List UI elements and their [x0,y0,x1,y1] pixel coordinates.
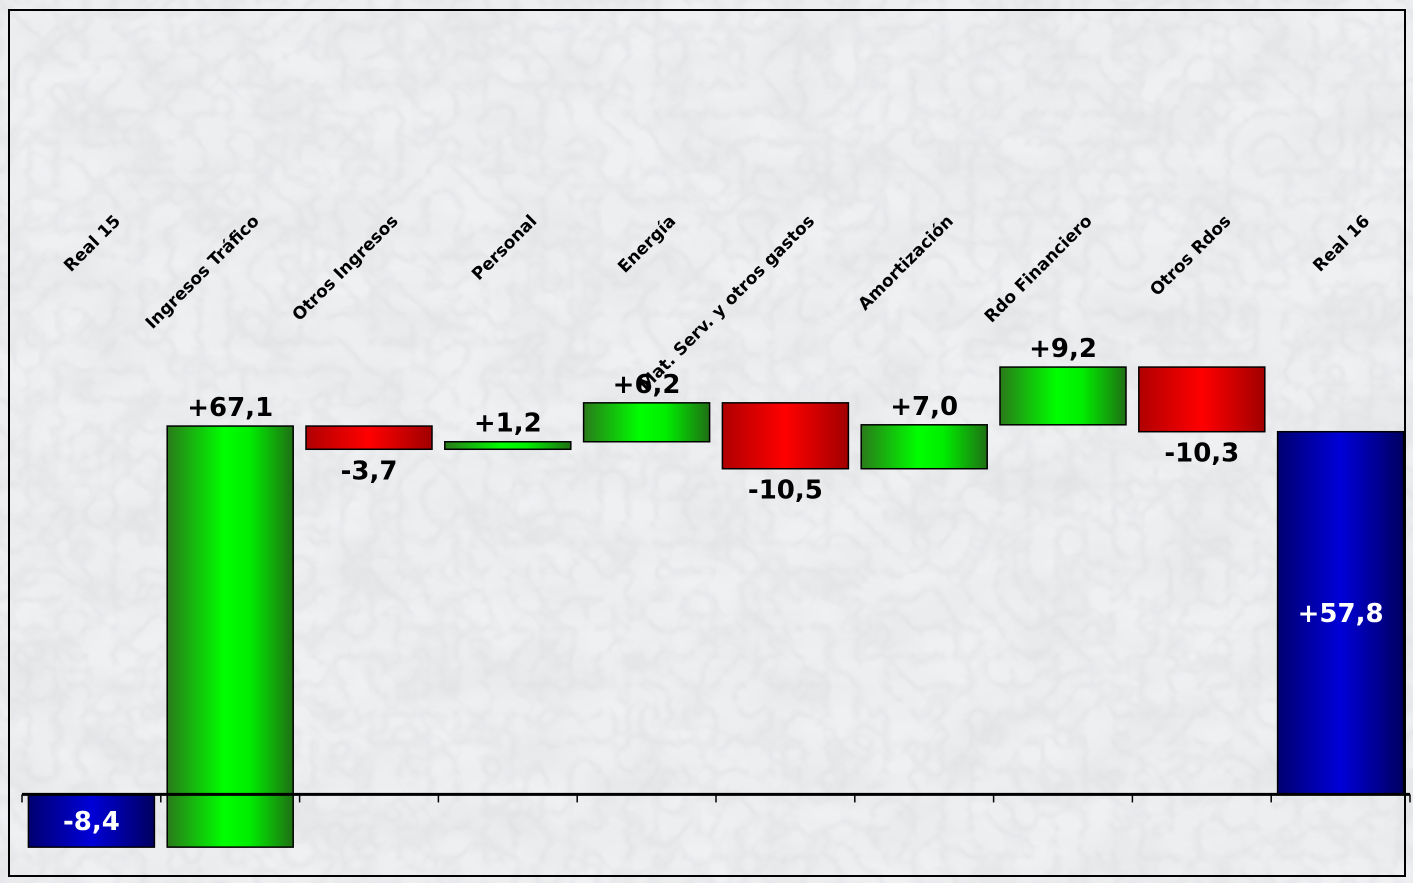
plot-border [8,9,1406,877]
bar-amortizacion [860,424,988,470]
bar-ingresos-trafico [166,425,294,848]
bar-rdo-financiero [999,366,1127,426]
bar-otros-ingresos [305,425,433,451]
data-labels: -8,4 +67,1 -3,7 +1,2 +6,2 -10,5 +7,0 +9,2 -10,3 +… [63,334,1384,837]
bar-personal [444,440,572,451]
data-label-real-16: +57,8 [1298,599,1384,629]
data-label-mat-serv-y-otros-gastos: -10,5 [748,476,823,506]
x-axis [21,792,1411,803]
bar-otros-rdos [1138,366,1266,433]
data-label-ingresos-trafico: +67,1 [187,393,273,423]
bars-layer [27,366,1405,848]
data-label-otros-ingresos: -3,7 [341,456,398,486]
data-label-otros-rdos: -10,3 [1164,439,1239,469]
bar-energia [582,402,711,443]
bar-real-16 [1276,430,1405,796]
bar-mat-serv-y-otros-gastos [721,402,850,470]
data-label-amortizacion: +7,0 [890,392,958,422]
data-label-rdo-financiero: +9,2 [1029,334,1097,364]
data-label-personal: +1,2 [474,409,542,439]
data-label-real-15: -8,4 [63,807,120,837]
bar-real-15 [27,793,156,848]
data-label-energia: +6,2 [613,370,681,400]
